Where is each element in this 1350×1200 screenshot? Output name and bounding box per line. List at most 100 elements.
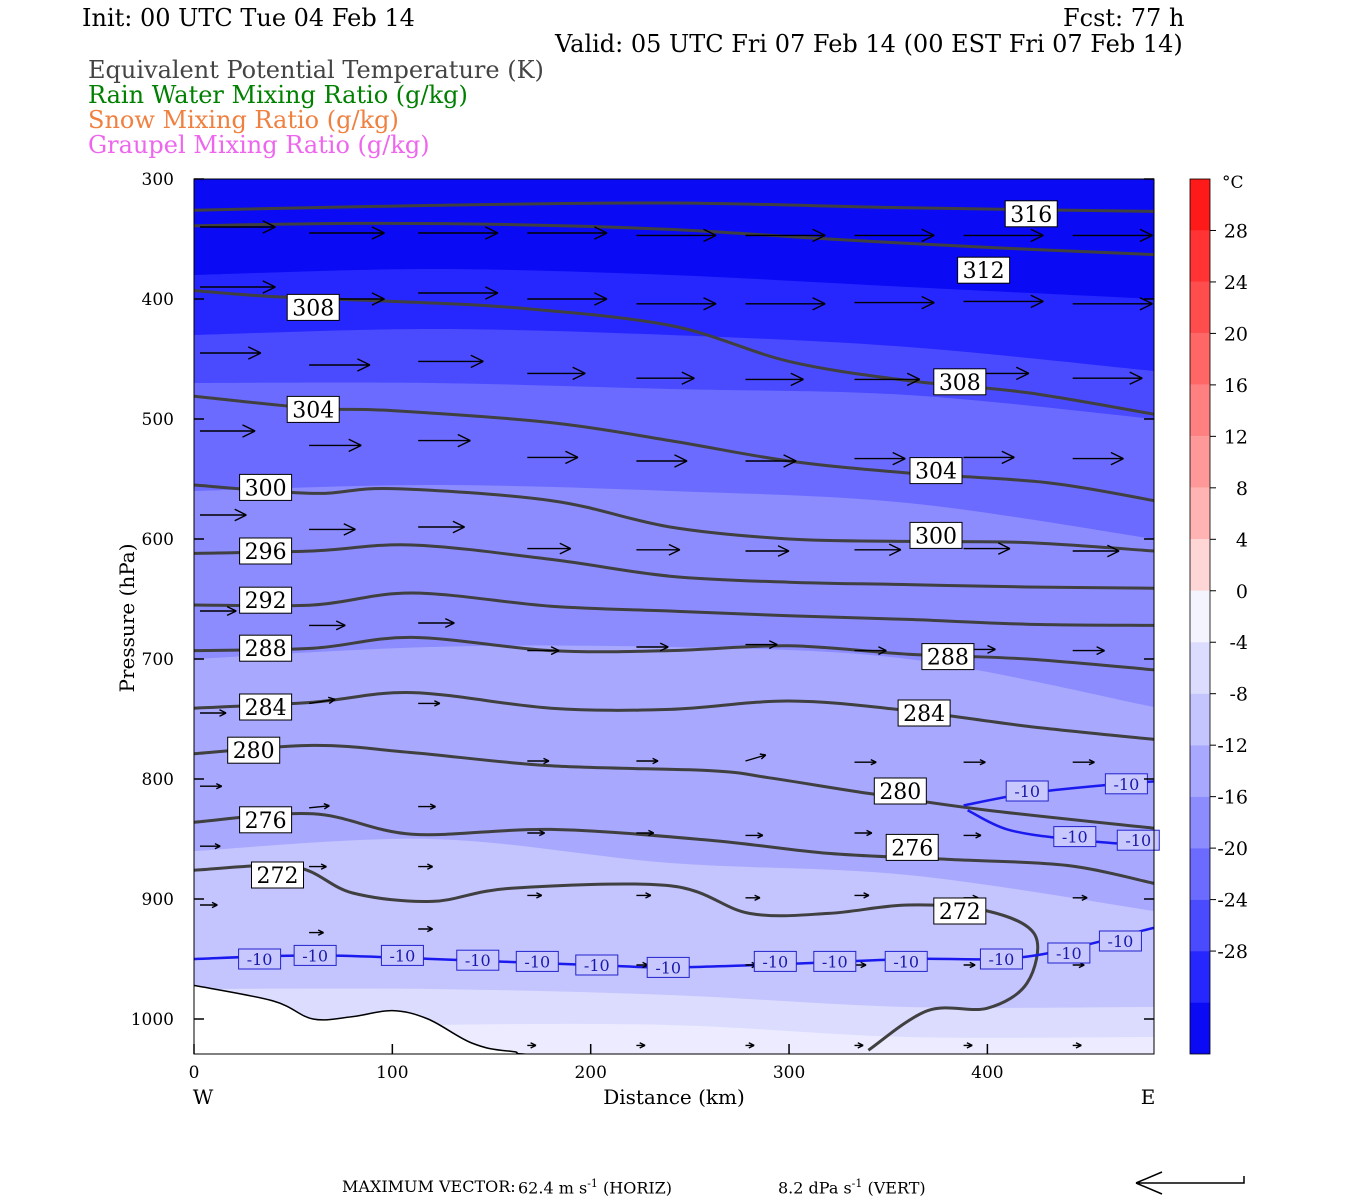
isotherm-label-text: -10 [1062,828,1088,847]
colorbar-tick-label: -4 [1229,632,1248,654]
wind-vector [527,450,579,465]
isotherm-label: -10 [813,950,857,972]
theta-e-label: 300 [239,473,293,501]
max-vector-label: MAXIMUM VECTOR: [342,1177,516,1196]
wind-vector [636,454,688,468]
y-axis-label: Pressure (hPa) [115,544,139,693]
isotherm-label: -10 [884,950,928,972]
wind-vector [309,358,371,372]
isotherm-label: -10 [456,949,500,971]
wind-vector [963,1042,973,1049]
x-tick-label: 100 [376,1063,408,1083]
isotherm-label-box [515,950,559,972]
isotherm-label: -10 [1098,930,1142,952]
wind-vector [200,709,227,717]
isotherm-label-box [884,950,928,972]
colorbar-tick-label: 12 [1224,426,1248,448]
vert-exponent: -1 [851,1177,863,1190]
theta-e-label-box [227,736,281,764]
horiz-unit: (HORIZ) [603,1178,673,1198]
y-tick-label: 600 [142,530,174,550]
colorbar-segment [1190,1002,1210,1054]
vert-value: 8.2 dPa s [778,1178,852,1198]
colorbar-segment [1190,642,1210,694]
theta-e-label-text: 304 [292,398,334,423]
theta-e-label-text: 312 [963,259,1005,284]
isotherm-label-box [238,948,282,970]
y-tick-label: 900 [142,890,174,910]
theta-e-label: 316 [1004,200,1058,228]
isotherm-label-box [1098,930,1142,952]
wind-vector [636,297,717,311]
isotherm-label-text: -10 [302,946,328,965]
x-tick-label: 300 [773,1063,805,1083]
wind-vector [1072,894,1088,902]
theta-e-label: 288 [239,634,293,662]
horiz-exponent: -1 [587,1177,598,1190]
theta-e-label: 276 [239,806,293,834]
colorbar-segment [1190,590,1210,643]
theta-e-label-text: 300 [915,524,957,549]
wind-vector [418,520,465,534]
theta-e-label-text: 280 [879,780,921,805]
theta-e-label-box [239,537,293,565]
theta-e-contour [194,543,1154,590]
colorbar-tick-label: 24 [1224,272,1248,294]
theta-e-contour [194,863,1040,1052]
forecast-hour: Fcst: 77 h [1063,4,1185,32]
wind-vector [854,961,867,969]
wind-vector [854,829,873,837]
plot-frame [193,178,1155,1055]
y-tick-label: 500 [142,410,174,430]
theta-e-label-text: 300 [245,476,287,501]
theta-e-label: 308 [286,293,340,321]
wind-vector [745,640,778,650]
wind-vector [854,228,935,243]
theta-e-label: 292 [239,586,293,614]
vert-unit: (VERT) [867,1178,926,1198]
y-tick-label: 1000 [131,1010,174,1030]
wind-vector [745,228,826,243]
isotherm-label-box [1053,826,1097,848]
theta-e-label-box [933,368,987,396]
theta-e-label: 308 [933,368,987,396]
wind-vector [527,757,550,765]
wind-vector [527,542,572,555]
wind-vector [527,226,608,240]
isotherm-label: -10 [293,944,337,966]
east-label: E [1141,1085,1156,1109]
wind-vector [963,758,986,766]
theta-e-label-box [1004,200,1058,228]
wind-vector [1072,451,1124,466]
wind-vector [309,929,324,936]
y-tick-label: 400 [142,290,174,310]
isotherm-label: -10 [1104,773,1148,795]
theta-e-label-text: 288 [927,646,969,671]
wind-vector [636,892,652,899]
wind-vector [745,832,764,839]
isotherm-label: -10 [380,944,424,966]
theta-e-label-box [921,643,975,671]
x-tick-label: 0 [189,1063,200,1083]
isotherm-label: -10 [238,948,282,970]
wind-vector [745,894,761,902]
isotherm-label: -10 [1116,829,1160,851]
theta-e-label-box [239,586,293,614]
theta-e-label: 272 [933,897,987,925]
isotherm-label-text: -10 [584,956,610,975]
y-tick-label: 800 [142,770,174,790]
theta-e-label: 284 [897,699,951,727]
colorbar-unit: °C [1222,173,1244,193]
y-tick-label: 300 [142,170,174,190]
theta-e-label: 284 [239,693,293,721]
wind-vector [418,286,499,300]
wind-vector [309,620,346,631]
wind-vector [1072,758,1095,766]
isotherm-label-text: -10 [989,950,1015,969]
wind-vector [418,925,434,933]
isotherm-label-box [380,944,424,966]
wind-vector [418,803,436,810]
x-tick-label: 400 [971,1063,1003,1083]
legend-graupel: Graupel Mixing Ratio (g/kg) [88,131,430,159]
theta-e-label: 304 [286,395,340,423]
